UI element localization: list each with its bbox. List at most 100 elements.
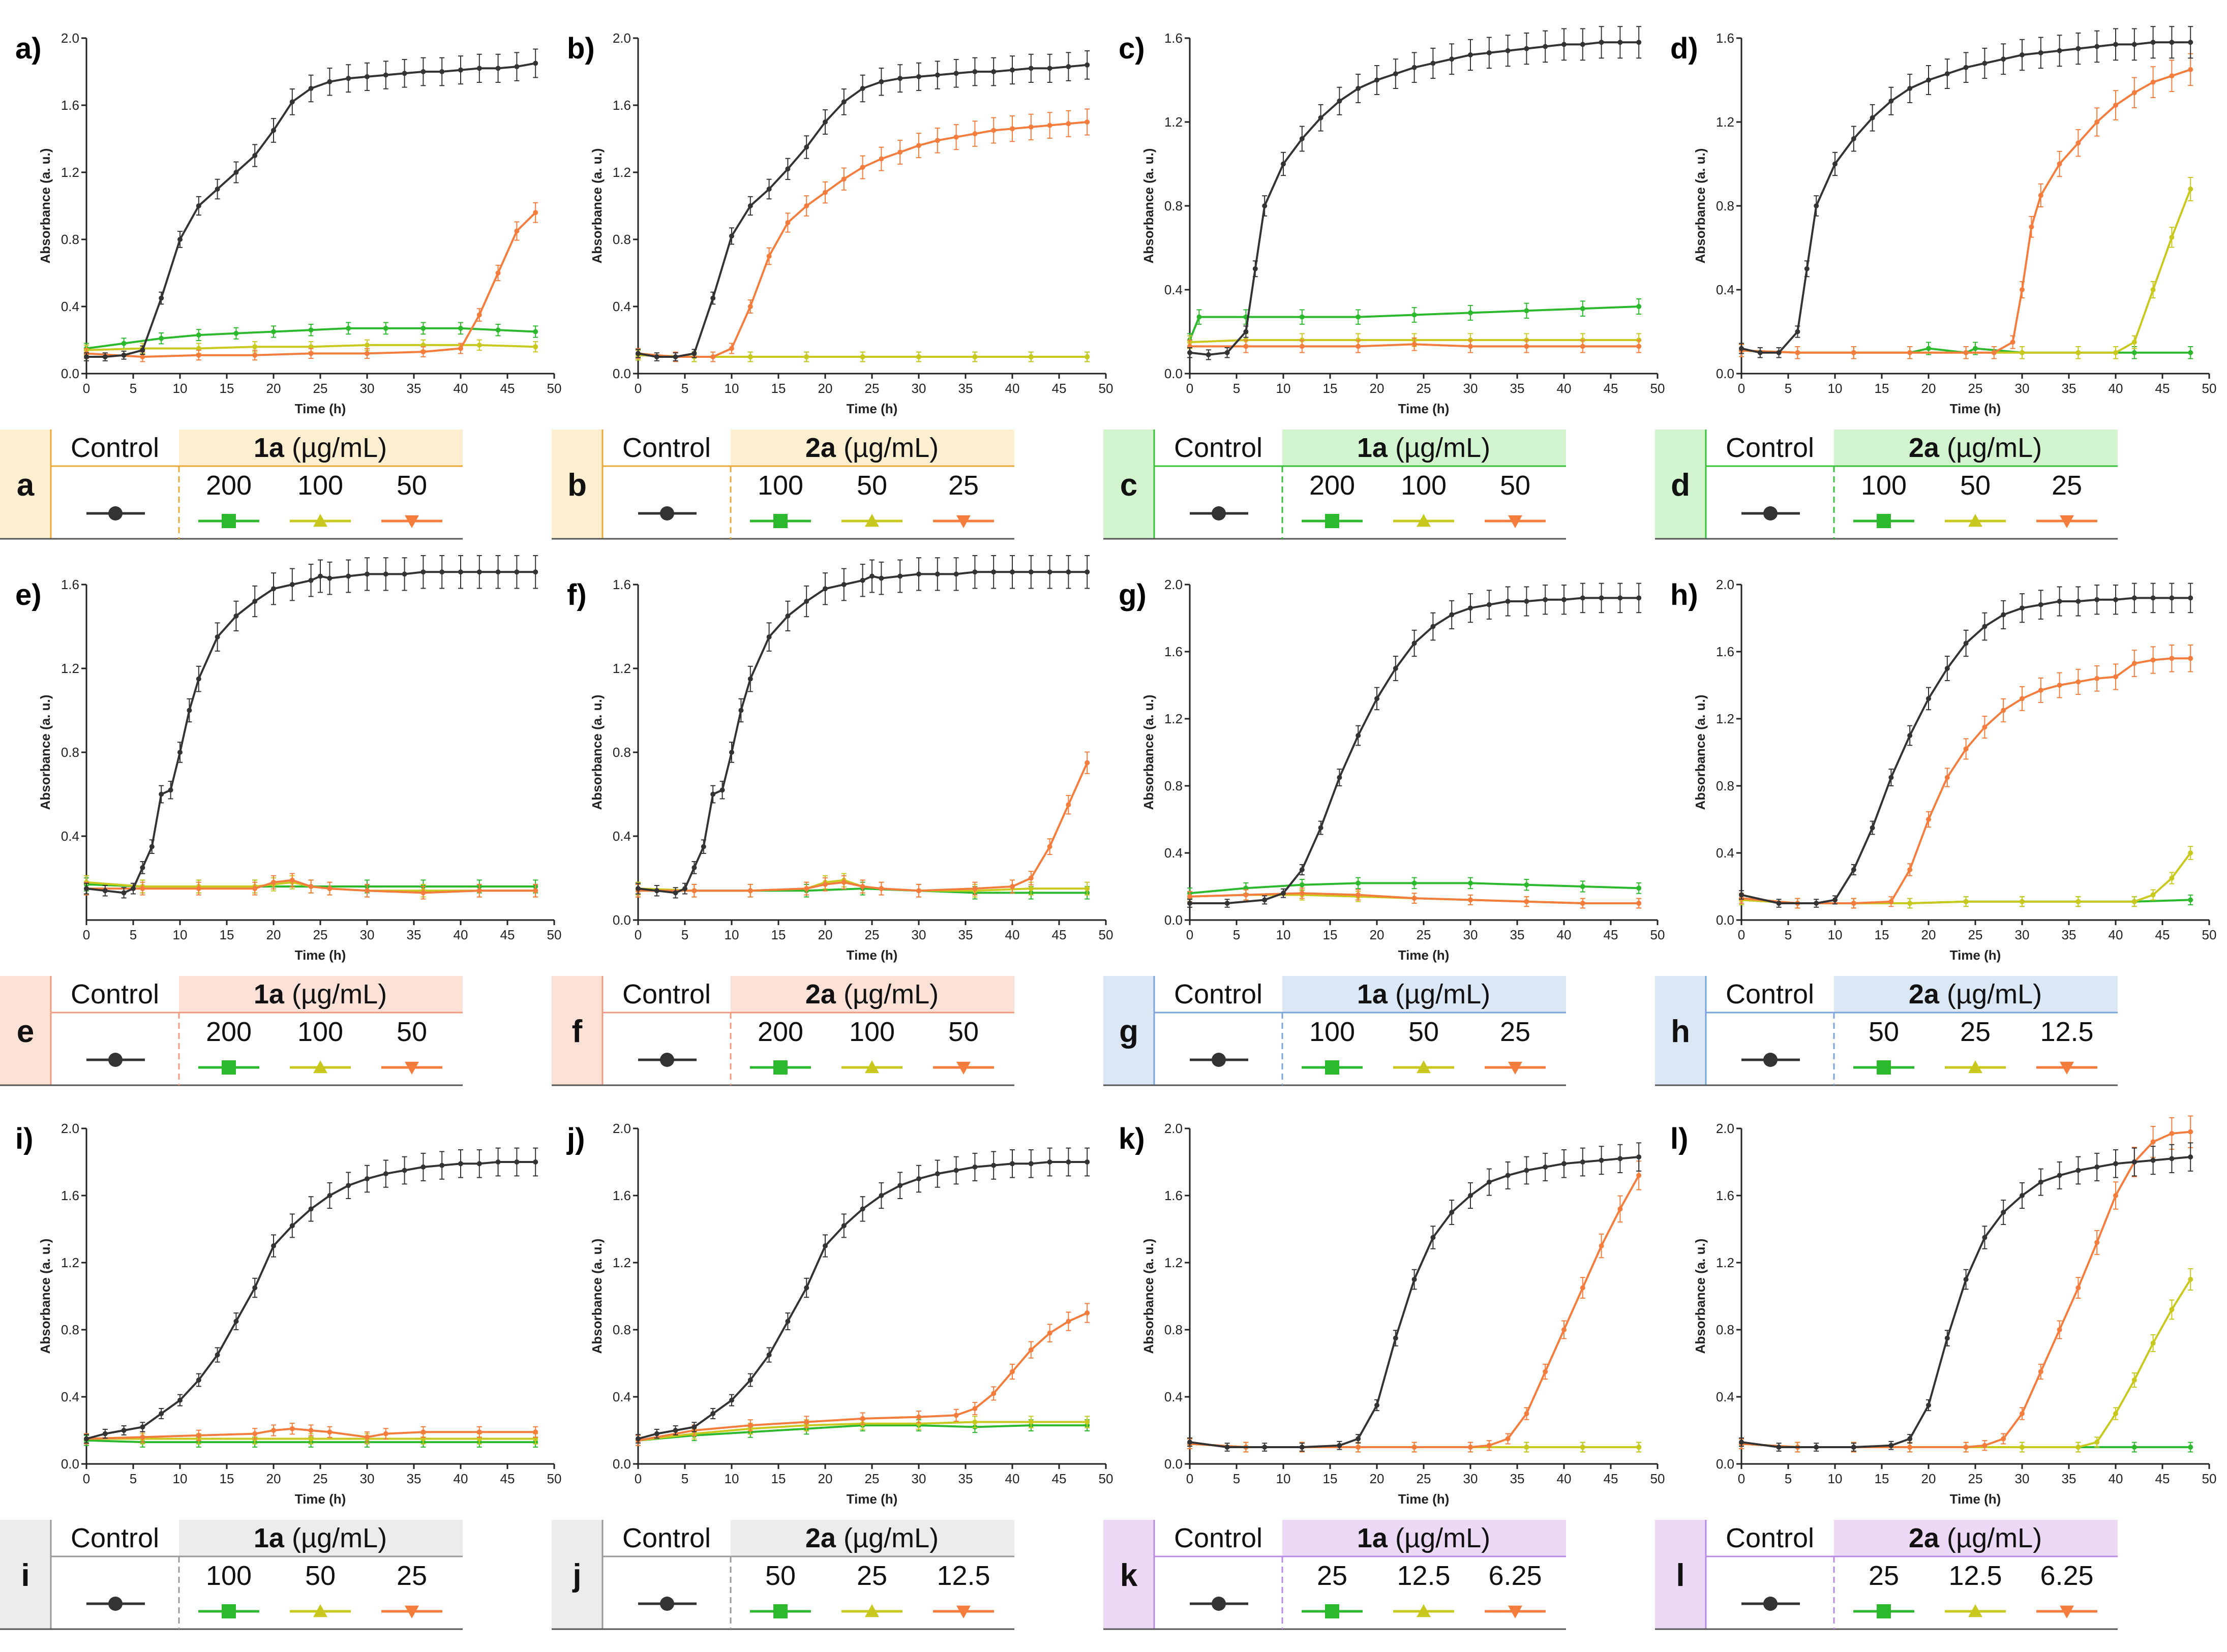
- series-line: [1741, 69, 2191, 354]
- data-point: [2020, 696, 2025, 701]
- y-axis-label: Absorbance (a. u.): [1141, 695, 1156, 810]
- data-point: [2131, 1159, 2137, 1165]
- legend-concentration: 12.5: [937, 1561, 990, 1591]
- x-tick-label: 25: [1968, 381, 1983, 396]
- data-point: [710, 1411, 716, 1416]
- legend-compound-header: 2a (µg/mL): [1909, 979, 2042, 1009]
- data-point: [327, 79, 333, 84]
- legend-compound-header: 2a (µg/mL): [805, 979, 939, 1009]
- legend-letter-cell: [0, 430, 51, 539]
- data-point: [271, 1243, 276, 1248]
- data-point: [346, 325, 351, 331]
- data-point: [804, 203, 809, 208]
- compound-name: 2a: [1909, 433, 1940, 463]
- x-tick-label: 50: [2202, 381, 2217, 396]
- legend-box: j Control 2a (µg/mL) 50 25 12.5: [552, 1520, 1014, 1630]
- y-tick-label: 2.0: [61, 30, 79, 46]
- legend-compound-header: 2a (µg/mL): [1909, 433, 2042, 463]
- legend-series-marker: [1877, 514, 1891, 528]
- data-point: [1486, 1443, 1492, 1448]
- data-point: [972, 569, 978, 575]
- y-tick-label: 1.6: [1164, 1188, 1183, 1203]
- x-tick-label: 40: [2109, 927, 2123, 942]
- series-line: [1741, 189, 2192, 354]
- y-tick-label: 0.4: [61, 299, 79, 314]
- data-point: [1085, 62, 1090, 68]
- legend-series-marker: [405, 1605, 419, 1618]
- legend-letter-cell: [552, 1520, 603, 1629]
- data-point: [476, 66, 482, 71]
- legend-letter-cell: [0, 976, 51, 1085]
- data-point: [308, 1428, 314, 1433]
- compound-name: 2a: [1909, 1523, 1940, 1553]
- x-axis-label: Time (h): [1950, 401, 2001, 416]
- data-point: [2188, 1277, 2193, 1282]
- data-point: [383, 1171, 388, 1177]
- data-point: [215, 187, 220, 192]
- data-point: [1449, 56, 1455, 62]
- data-point: [2038, 193, 2043, 198]
- x-tick-label: 45: [500, 1471, 515, 1486]
- series-c3: [1739, 644, 2193, 909]
- data-point: [879, 156, 884, 162]
- data-point: [1010, 126, 1015, 132]
- data-point: [514, 64, 520, 70]
- data-point: [1851, 867, 1856, 872]
- data-point: [271, 879, 276, 885]
- data-point: [841, 99, 847, 105]
- y-tick-label: 0.4: [1716, 1389, 1734, 1404]
- data-point: [1505, 1436, 1511, 1442]
- data-point: [84, 354, 89, 359]
- x-tick-label: 25: [865, 1471, 880, 1486]
- compound-unit: (µg/mL): [836, 1523, 939, 1553]
- data-point: [140, 1434, 145, 1440]
- x-axis-label: Time (h): [1398, 1491, 1450, 1507]
- data-point: [766, 634, 772, 640]
- panel-l: l) 0 5 10 15 20 25 30 35 40 45 50 0.0 0.4 0.8 1.2 1.6 2.0…: [1655, 1115, 2216, 1630]
- data-point: [159, 295, 164, 301]
- legend-compound-header: 1a (µg/mL): [1357, 1523, 1490, 1553]
- data-point: [196, 676, 201, 682]
- x-tick-label: 40: [1557, 927, 1572, 942]
- x-tick-label: 35: [958, 927, 973, 942]
- legend-concentration: 25: [1500, 1017, 1530, 1047]
- data-point: [271, 329, 276, 334]
- data-point: [318, 573, 323, 579]
- x-tick-label: 45: [2155, 927, 2170, 942]
- data-point: [1888, 98, 1894, 104]
- legend-concentration: 200: [206, 1017, 252, 1047]
- legend-concentration: 50: [305, 1561, 336, 1591]
- legend-series-marker: [773, 1604, 788, 1618]
- data-point: [2075, 899, 2081, 904]
- data-point: [729, 233, 734, 239]
- data-point: [346, 76, 351, 81]
- data-point: [2150, 657, 2156, 663]
- data-point: [1776, 1445, 1782, 1450]
- y-tick-label: 0.0: [1716, 1456, 1734, 1472]
- data-point: [495, 66, 501, 71]
- data-point: [1411, 1445, 1417, 1450]
- data-point: [365, 1434, 370, 1440]
- y-axis-label: Absorbance (a. u.): [1693, 695, 1708, 810]
- data-point: [2169, 234, 2175, 240]
- data-point: [1963, 746, 1969, 752]
- x-tick-label: 50: [1099, 381, 1114, 396]
- data-point: [1505, 599, 1511, 604]
- data-point: [514, 569, 520, 575]
- x-tick-label: 10: [1828, 927, 1843, 942]
- x-tick-label: 40: [1005, 381, 1020, 396]
- data-point: [636, 886, 641, 892]
- data-point: [533, 888, 538, 894]
- data-point: [1085, 760, 1090, 766]
- y-tick-label: 1.6: [1716, 1188, 1734, 1203]
- data-point: [2075, 1445, 2081, 1450]
- data-point: [2169, 656, 2175, 661]
- y-tick-label: 1.2: [1164, 711, 1183, 726]
- data-point: [1010, 569, 1015, 575]
- y-tick-label: 1.2: [1716, 1255, 1734, 1270]
- data-point: [2020, 52, 2025, 57]
- data-point: [841, 879, 847, 885]
- data-point: [1982, 724, 1988, 730]
- x-tick-label: 35: [1510, 927, 1525, 942]
